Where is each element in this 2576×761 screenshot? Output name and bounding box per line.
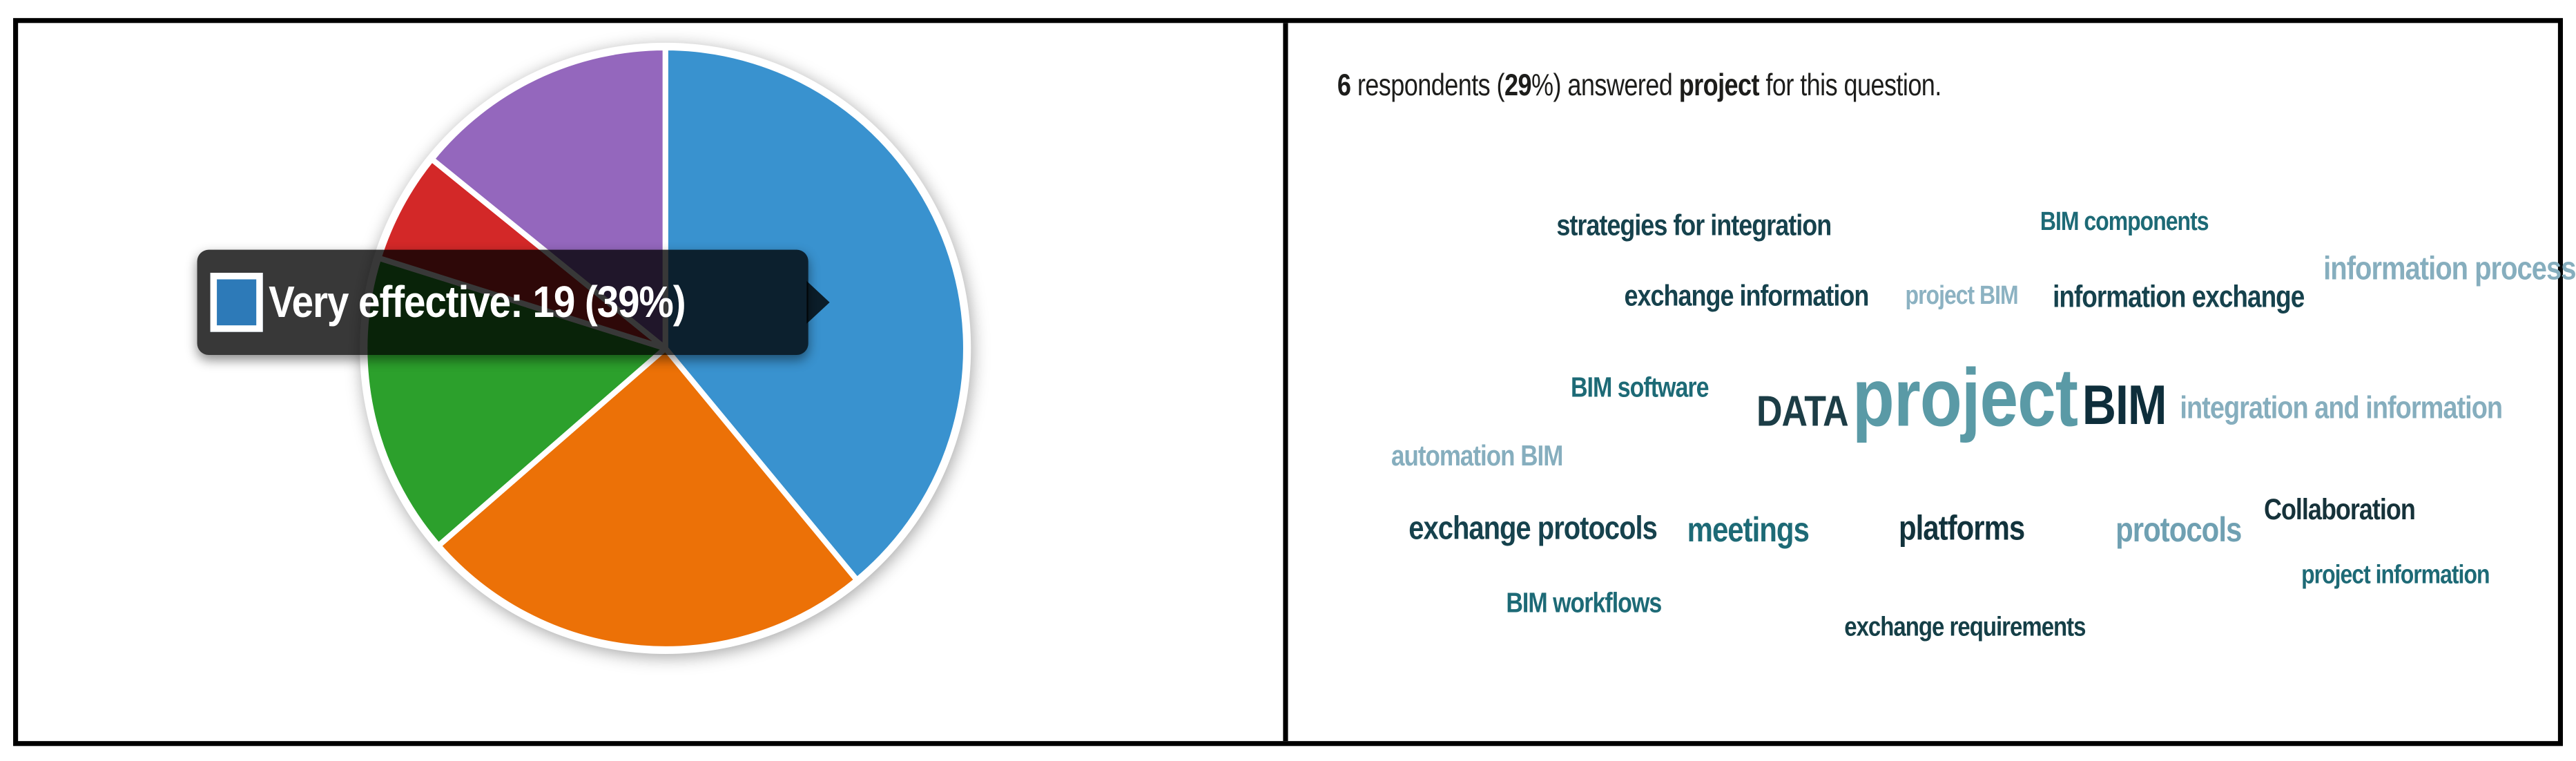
summary-segment: for this question. — [1759, 67, 1941, 102]
word-cloud-word: BIM — [2082, 374, 2167, 437]
summary-segment: %) answered — [1531, 67, 1679, 102]
word-cloud-word: project information — [2301, 561, 2490, 590]
word-cloud-word: platforms — [1898, 510, 2025, 548]
word-cloud-word: automation BIM — [1391, 439, 1563, 472]
word-cloud: strategies for integration BIM components… — [18, 23, 2576, 741]
summary-bold-segment: 6 — [1337, 67, 1351, 102]
tooltip-arrow-icon — [806, 280, 830, 324]
pie-chart — [354, 36, 978, 660]
summary-segment: respondents ( — [1350, 67, 1505, 102]
word-cloud-word: BIM software — [1571, 372, 1709, 404]
word-cloud-word: BIM workflows — [1506, 587, 1662, 619]
pie-slice[interactable] — [436, 345, 860, 652]
word-cloud-word: exchange information — [1624, 279, 1869, 313]
tooltip-swatch — [210, 272, 263, 332]
summary-text: 6 respondents (29%) answered project for… — [1337, 68, 1941, 104]
pie-chart-svg — [360, 42, 971, 655]
summary-bold-segment: 29 — [1504, 67, 1532, 102]
word-cloud-word: exchange requirements — [1844, 612, 2086, 642]
word-cloud-word: protocols — [2115, 512, 2242, 550]
word-cloud-word: DATA — [1756, 386, 1849, 436]
word-cloud-word: Collaboration — [2263, 492, 2416, 526]
word-cloud-word: information exchange — [2053, 278, 2305, 314]
word-cloud-word: exchange protocols — [1408, 511, 1658, 548]
word-cloud-word: strategies for integration — [1556, 209, 1832, 242]
word-cloud-word: BIM components — [2040, 209, 2209, 237]
tooltip-label: Very effective: 19 (39%) — [269, 276, 686, 327]
word-cloud-word: meetings — [1687, 512, 1810, 550]
chart-tooltip: Very effective: 19 (39%) — [197, 249, 830, 355]
word-cloud-panel: 6 respondents (29%) answered project for… — [1288, 23, 2558, 741]
summary-bold-segment: project — [1678, 67, 1760, 102]
word-cloud-word: project — [1852, 351, 2078, 444]
pie-chart-panel: Very effective: 19 (39%) — [18, 23, 1283, 741]
word-cloud-word: project BIM — [1905, 282, 2019, 311]
word-cloud-word: information process — [2323, 251, 2576, 288]
report-frame: Very effective: 19 (39%) 6 respondents (… — [13, 18, 2576, 746]
word-cloud-word: integration and information — [2180, 392, 2503, 427]
panel-divider — [1283, 23, 1288, 742]
